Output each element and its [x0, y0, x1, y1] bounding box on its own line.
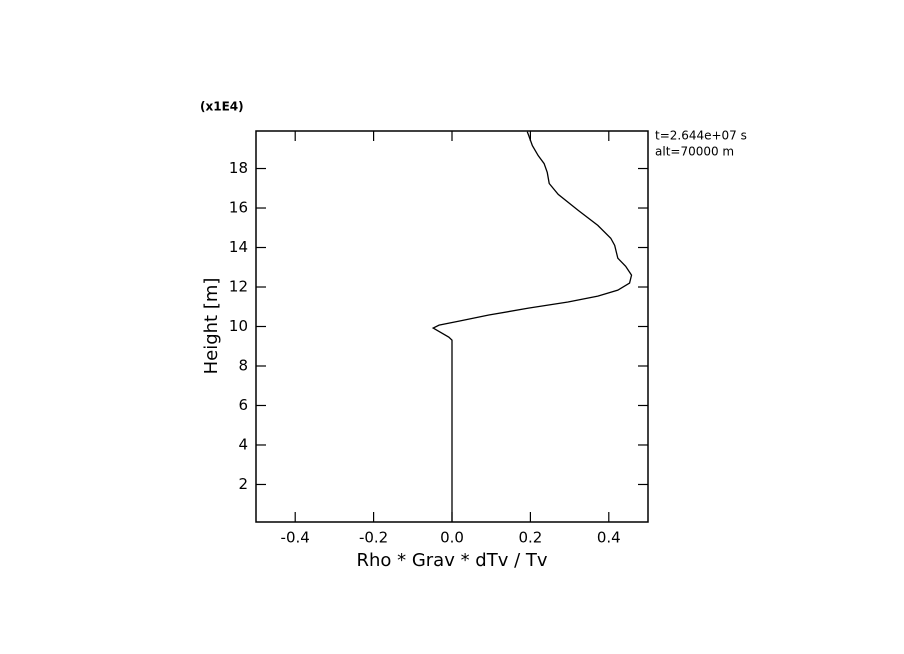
x-tick-label: 0.0 — [440, 529, 464, 547]
y-tick-label: 4 — [238, 435, 248, 453]
y-tick-label: 8 — [238, 356, 248, 374]
y-tick-label: 18 — [229, 159, 248, 177]
x-axis-label: Rho * Grav * dTv / Tv — [356, 550, 547, 571]
y-multiplier: (x1E4) — [200, 100, 244, 114]
x-tick-label: -0.2 — [359, 529, 388, 547]
y-tick-label: 16 — [229, 199, 248, 217]
y-tick-label: 2 — [238, 475, 248, 493]
y-tick-label: 10 — [229, 317, 248, 335]
y-tick-label: 14 — [229, 238, 248, 256]
annotation: t=2.644e+07 s — [655, 129, 747, 143]
x-tick-label: -0.4 — [281, 529, 310, 547]
y-tick-label: 12 — [229, 278, 248, 296]
y-axis-label: Height [m] — [201, 278, 222, 375]
data-line — [431, 131, 633, 522]
x-tick-label: 0.2 — [518, 529, 542, 547]
x-tick-label: 0.4 — [597, 529, 621, 547]
y-tick-label: 6 — [238, 396, 248, 414]
annotation: alt=70000 m — [655, 145, 734, 159]
